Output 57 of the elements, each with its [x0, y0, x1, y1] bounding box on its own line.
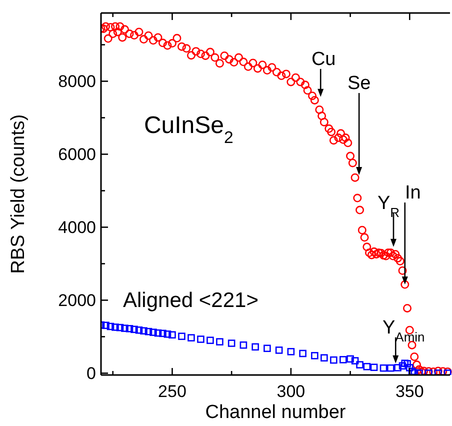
point [106, 322, 114, 330]
point [330, 356, 338, 364]
point [197, 336, 204, 343]
point [178, 332, 186, 340]
x-tick-label: 300 [276, 382, 306, 401]
point [311, 352, 318, 360]
y-tick-label: 2000 [58, 291, 96, 310]
point [164, 330, 172, 338]
point [356, 361, 364, 368]
point [394, 364, 402, 372]
point [154, 329, 162, 337]
annotation: Y$_{Amin}$ [382, 317, 425, 344]
y-tick-label: 4000 [58, 218, 96, 238]
point [228, 340, 236, 347]
x-tick-label: 350 [395, 382, 424, 401]
point [320, 354, 328, 362]
point [380, 364, 388, 372]
point [299, 350, 306, 358]
point [130, 326, 138, 334]
point [206, 336, 214, 344]
point [264, 344, 271, 352]
point [159, 330, 166, 338]
point [240, 341, 248, 349]
point [144, 328, 152, 336]
point [346, 355, 354, 363]
point [406, 364, 414, 372]
x-tick-label: 250 [158, 382, 186, 401]
point [116, 324, 124, 332]
point [351, 357, 359, 364]
point [252, 343, 259, 351]
series-label: CuInSe$_{2}$ [144, 112, 234, 147]
point [150, 328, 157, 336]
point [370, 364, 378, 371]
series-label: Aligned <221> [123, 288, 258, 312]
y-tick-label: 6000 [58, 145, 96, 164]
point [216, 338, 224, 346]
point [401, 360, 409, 367]
annotation: In [404, 182, 421, 204]
point [188, 334, 195, 342]
point [398, 362, 406, 370]
annotation: Se [347, 73, 371, 94]
y-tick-label: 8000 [58, 72, 96, 92]
point [102, 322, 110, 330]
y-axis-title: RBS Yield (counts) [8, 114, 29, 274]
annotation: Cu [311, 48, 336, 70]
y-tick-label: 0 [86, 364, 96, 384]
point [126, 325, 134, 332]
point [363, 362, 371, 370]
annotation: Y$_{R}$ [377, 192, 400, 220]
x-axis-title: Channel number [205, 402, 346, 423]
point [135, 326, 143, 334]
point [340, 356, 347, 364]
point [275, 346, 283, 354]
point [168, 331, 176, 339]
point [140, 327, 148, 334]
point [287, 348, 295, 356]
point [386, 364, 394, 372]
